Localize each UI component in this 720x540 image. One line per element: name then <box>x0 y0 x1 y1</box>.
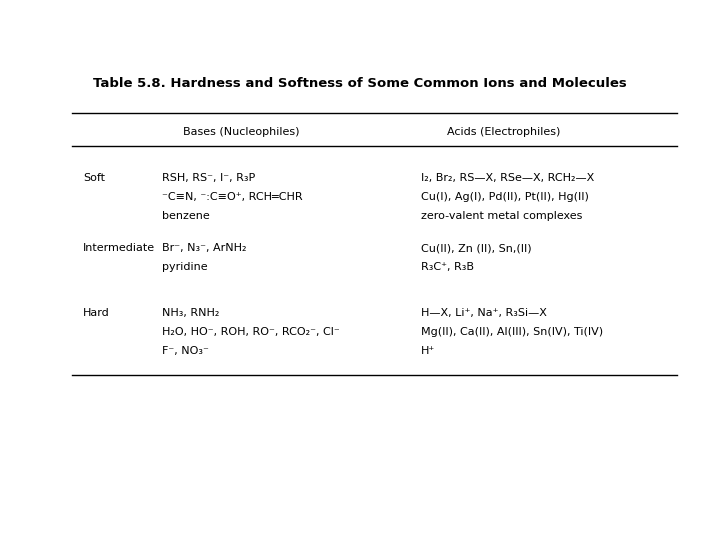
Text: zero-valent metal complexes: zero-valent metal complexes <box>421 211 582 221</box>
Text: Cu(II), Zn (II), Sn,(II): Cu(II), Zn (II), Sn,(II) <box>421 244 532 253</box>
Text: Br⁻, N₃⁻, ArNH₂: Br⁻, N₃⁻, ArNH₂ <box>162 244 246 253</box>
Text: H—X, Li⁺, Na⁺, R₃Si—X: H—X, Li⁺, Na⁺, R₃Si—X <box>421 308 547 318</box>
Text: H⁺: H⁺ <box>421 346 436 356</box>
Text: NH₃, RNH₂: NH₃, RNH₂ <box>162 308 220 318</box>
Text: Cu(I), Ag(I), Pd(II), Pt(II), Hg(II): Cu(I), Ag(I), Pd(II), Pt(II), Hg(II) <box>421 192 589 202</box>
Text: Bases (Nucleophiles): Bases (Nucleophiles) <box>183 127 300 137</box>
Text: H₂O, HO⁻, ROH, RO⁻, RCO₂⁻, Cl⁻: H₂O, HO⁻, ROH, RO⁻, RCO₂⁻, Cl⁻ <box>162 327 340 337</box>
Text: F⁻, NO₃⁻: F⁻, NO₃⁻ <box>162 346 209 356</box>
Text: R₃C⁺, R₃B: R₃C⁺, R₃B <box>421 262 474 272</box>
Text: pyridine: pyridine <box>162 262 207 272</box>
Text: benzene: benzene <box>162 211 210 221</box>
Text: ⁻C≡N, ⁻:C≡O⁺, RCH═CHR: ⁻C≡N, ⁻:C≡O⁺, RCH═CHR <box>162 192 302 202</box>
Text: Soft: Soft <box>83 173 105 183</box>
Text: Intermediate: Intermediate <box>83 244 155 253</box>
Text: Hard: Hard <box>83 308 109 318</box>
Text: Table 5.8. Hardness and Softness of Some Common Ions and Molecules: Table 5.8. Hardness and Softness of Some… <box>93 77 627 90</box>
Text: Mg(II), Ca(II), Al(III), Sn(IV), Ti(IV): Mg(II), Ca(II), Al(III), Sn(IV), Ti(IV) <box>421 327 603 337</box>
Text: RSH, RS⁻, I⁻, R₃P: RSH, RS⁻, I⁻, R₃P <box>162 173 256 183</box>
Text: Acids (Electrophiles): Acids (Electrophiles) <box>447 127 561 137</box>
Text: I₂, Br₂, RS—X, RSe—X, RCH₂—X: I₂, Br₂, RS—X, RSe—X, RCH₂—X <box>421 173 595 183</box>
